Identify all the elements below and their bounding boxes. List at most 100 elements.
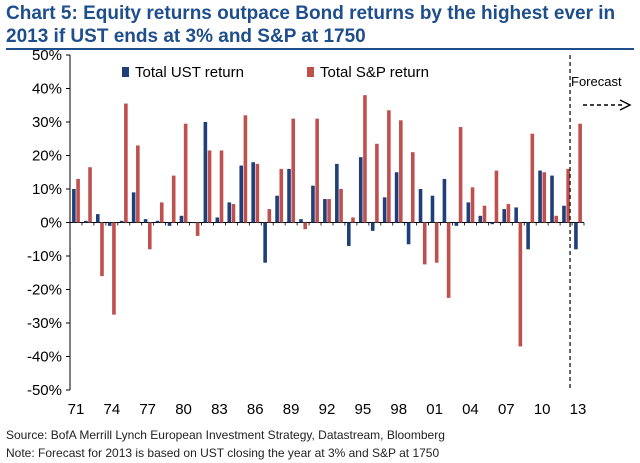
legend: Total UST return Total S&P return (122, 64, 429, 81)
ust-bar-2010 (538, 170, 542, 223)
sp-bar-1973 (100, 222, 104, 277)
x-tick-label: 86 (247, 401, 264, 418)
x-tick-label: 98 (390, 401, 407, 418)
x-tick-label: 92 (319, 401, 336, 418)
ust-bar-1973 (95, 214, 100, 223)
x-tick-label: 89 (283, 401, 300, 418)
sp-bar-1984 (231, 204, 236, 223)
sp-bar-1985 (243, 115, 248, 223)
ust-bar-1975 (119, 220, 124, 223)
ust-bar-2000 (418, 189, 423, 223)
forecast-note: Note: Forecast for 2013 is based on UST … (6, 446, 440, 460)
sp-bar-1995 (363, 95, 367, 223)
ust-bar-2013 (574, 222, 578, 250)
ust-bar-1996 (370, 222, 375, 231)
title-line-1: Chart 5: Equity returns outpace Bond ret… (6, 3, 616, 24)
sp-bar-2011 (554, 215, 559, 223)
forecast-label: Forecast (571, 74, 622, 89)
x-tick-label: 01 (426, 401, 443, 418)
ust-bar-1974 (107, 222, 112, 226)
sp-bar-1974 (112, 222, 116, 315)
sp-bar-1992 (327, 199, 331, 223)
ust-bar-1989 (287, 168, 291, 223)
ust-bar-2007 (502, 209, 507, 223)
ust-bar-1983 (215, 217, 220, 223)
y-tick-label: 20% (32, 148, 62, 165)
sp-bar-1999 (410, 152, 415, 223)
ust-bar-1986 (251, 162, 255, 223)
y-tick-label: -20% (27, 282, 62, 299)
sp-bar-2010 (542, 172, 547, 223)
sp-bar-1987 (267, 209, 272, 223)
y-tick-label: 0% (40, 215, 62, 232)
sp-bar-1972 (88, 167, 92, 223)
bars (72, 95, 582, 347)
sp-bar-1975 (124, 103, 128, 223)
sp-bar-2005 (482, 205, 487, 223)
forecast-marker: Forecast (569, 55, 632, 390)
x-tick-label: 71 (68, 401, 85, 418)
ust-bar-2008 (514, 207, 518, 223)
sp-bar-2006 (494, 170, 499, 223)
ust-bar-2006 (490, 222, 495, 225)
x-tick-label: 10 (534, 401, 551, 418)
ust-bar-1995 (358, 157, 363, 223)
x-tick-label: 13 (570, 401, 587, 418)
y-tick-label: -10% (27, 248, 62, 265)
sp-bar-1978 (159, 202, 164, 223)
legend-swatch-1 (307, 67, 314, 77)
chart-title: Chart 5: Equity returns outpace Bond ret… (6, 2, 634, 48)
ust-bar-1988 (275, 195, 279, 223)
ust-bar-1985 (239, 165, 244, 223)
ust-bar-1982 (203, 122, 208, 223)
ust-bar-2012 (562, 205, 566, 223)
x-tick-label: 95 (355, 401, 372, 418)
sp-bar-1980 (183, 123, 188, 223)
ust-bar-1987 (263, 222, 267, 263)
ust-bar-1981 (191, 222, 196, 224)
sp-bar-1976 (136, 145, 140, 223)
legend-swatch-0 (122, 67, 129, 77)
ust-bar-2003 (454, 222, 459, 226)
sp-bar-1988 (279, 168, 284, 223)
ust-bar-2004 (466, 202, 471, 223)
ust-bar-2002 (442, 178, 447, 223)
forecast-arrow-head (619, 99, 632, 111)
ust-bar-1984 (227, 202, 232, 223)
sp-bar-1982 (207, 150, 212, 223)
y-tick-label: 30% (32, 114, 62, 131)
ust-bar-1979 (167, 222, 172, 226)
ust-bar-1991 (311, 185, 315, 223)
x-tick-label: 04 (462, 401, 479, 418)
y-tick-label: 40% (32, 81, 62, 98)
x-axis: 71 74 77 80 83 86 89 92 95 98 01 04 07 10 13 (68, 222, 587, 418)
y-axis: 50% 40% 30% 20% 10% 0% -10% -20% -30% -40% -50% (27, 50, 71, 399)
sp-bar-2004 (470, 187, 475, 223)
ust-bar-1990 (299, 219, 303, 223)
ust-bar-1977 (143, 219, 148, 223)
y-tick-label: -40% (27, 349, 62, 366)
x-tick-label: 80 (175, 401, 192, 418)
ust-bar-1980 (179, 215, 184, 223)
y-tick-label: -30% (27, 315, 62, 332)
ust-bar-1978 (155, 220, 160, 223)
sp-bar-2009 (530, 133, 535, 223)
sp-bar-1994 (351, 217, 355, 223)
sp-bar-1983 (219, 150, 224, 223)
sp-bar-1979 (171, 175, 176, 223)
legend-label-0: Total UST return (135, 64, 244, 81)
sp-bar-1986 (255, 163, 260, 223)
sp-bar-2003 (458, 127, 463, 223)
ust-bar-2005 (478, 215, 483, 223)
ust-bar-1993 (335, 163, 339, 223)
bar-chart: 50% 40% 30% 20% 10% 0% -10% -20% -30% -40% -50% 71… (27, 50, 632, 418)
y-tick-label: 50% (32, 50, 62, 64)
sp-bar-1971 (76, 178, 80, 223)
ust-bar-1976 (131, 192, 136, 223)
ust-bar-1972 (84, 220, 88, 223)
sp-bar-2001 (434, 222, 439, 263)
sp-bar-1993 (339, 189, 343, 223)
sp-bar-2012 (566, 168, 570, 223)
ust-bar-2001 (430, 195, 435, 223)
x-tick-label: 77 (139, 401, 156, 418)
